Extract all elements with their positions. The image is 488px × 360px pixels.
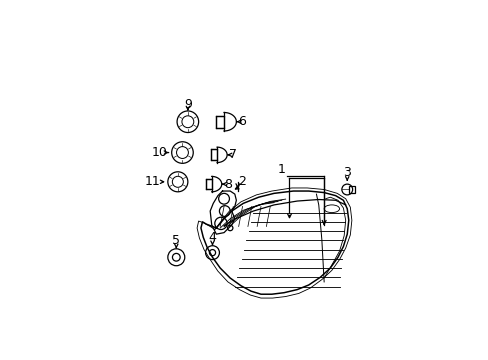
Bar xyxy=(216,116,224,128)
Text: 7: 7 xyxy=(229,148,237,161)
Text: 9: 9 xyxy=(183,98,191,111)
Text: 8: 8 xyxy=(224,177,231,190)
Bar xyxy=(348,186,354,193)
Bar xyxy=(210,149,217,160)
Text: 4: 4 xyxy=(208,231,216,244)
Text: 6: 6 xyxy=(237,115,245,128)
Text: 10: 10 xyxy=(151,146,167,159)
Text: 11: 11 xyxy=(144,175,160,188)
Bar xyxy=(205,179,211,189)
Text: 1: 1 xyxy=(277,163,285,176)
Text: 2: 2 xyxy=(237,175,245,188)
Text: 3: 3 xyxy=(343,166,350,179)
Text: 5: 5 xyxy=(172,234,180,247)
